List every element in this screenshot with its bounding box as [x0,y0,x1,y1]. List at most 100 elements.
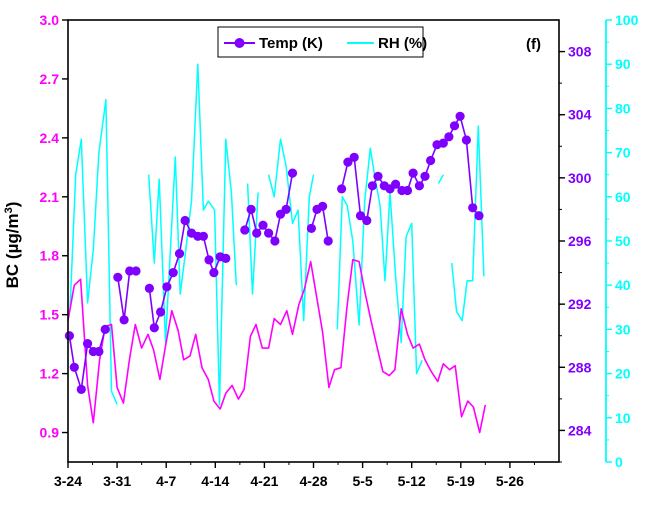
temp-point [349,152,359,162]
temp-point [287,168,298,178]
temp-point [455,111,465,121]
bc-axis-title-sup: 3 [3,207,15,213]
x-tick-label: 3-31 [103,473,131,489]
x-tick-label: 4-21 [250,473,278,489]
temp-point [468,203,478,213]
temp-point [426,155,436,166]
rh-tick-label: 40 [615,277,631,293]
temp-tick-label: 292 [568,296,592,312]
x-tick-label: 5-19 [447,473,475,489]
rh-tick-label: 60 [615,189,631,205]
temp-point [343,157,353,167]
plot-frame [67,19,560,463]
x-tick-label: 3-24 [54,473,82,489]
temp-point [281,204,291,214]
temp-tick-label: 284 [568,422,592,438]
plot-lines [64,63,487,434]
rh-tick-label: 20 [615,366,631,382]
temp-point [113,272,123,282]
rh-tick-label: 10 [615,410,631,426]
temp-point [69,362,79,372]
temp-point [83,339,93,349]
rh-tick-label: 80 [615,100,631,116]
legend: Temp (K) RH (%) [217,26,427,58]
temp-point [408,168,418,178]
temp-tick-label: 296 [568,233,592,249]
temp-point [144,283,154,293]
temp-tick-label: 308 [568,44,592,60]
temp-point [180,215,190,226]
temp-point [264,228,274,238]
temp-point [198,231,208,241]
bc-series-line [67,258,487,434]
bc-axis-title: BC (µg/m3) [3,202,22,289]
temp-point [414,181,424,191]
bc-tick-label: 2.4 [40,130,60,146]
temp-point [240,225,250,235]
temp-point [246,204,256,214]
rh-series-line [69,63,485,406]
bc-axis: 0.9 1.2 1.5 1.8 2.1 2.4 2.7 3.0 [40,12,68,441]
temp-point [204,255,214,265]
temp-point [168,268,178,278]
temp-point [131,266,141,276]
temp-point [362,215,372,226]
temp-point [221,253,231,263]
bc-tick-label: 1.2 [40,366,60,382]
temp-point [323,236,333,246]
temp-point [355,211,366,221]
bc-tick-label: 1.5 [40,307,60,323]
x-tick-label: 4-7 [156,473,176,489]
temp-tick-label: 288 [568,359,592,375]
temp-point [100,324,110,334]
temp-tick-label: 304 [568,107,592,123]
temp-tick-label: 300 [568,170,592,186]
temp-point [474,211,484,221]
bc-tick-label: 2.1 [40,189,60,205]
x-tick-label: 4-14 [201,473,229,489]
legend-rh-label: RH (%) [378,35,427,52]
rh-tick-label: 70 [615,145,631,161]
temp-point [420,171,430,181]
bc-axis-title-main: BC (µg/m [3,213,22,288]
temp-point [125,266,135,276]
temp-point [156,307,166,317]
x-tick-label: 5-12 [398,473,426,489]
temp-point [373,171,383,181]
temp-point [367,181,377,191]
x-tick-label: 5-5 [352,473,372,489]
bc-tick-label: 2.7 [40,71,60,87]
rh-tick-label: 30 [615,321,631,337]
panel-label: (f) [526,36,541,53]
rh-tick-label: 0 [615,454,623,470]
temp-point [94,346,104,357]
legend-temp-label: Temp (K) [259,35,323,52]
bc-axis-title-tail: ) [3,202,22,208]
temp-point [149,323,159,333]
temp-point [270,236,280,246]
temp-point [391,179,401,189]
legend-temp-swatch-marker [234,38,245,48]
rh-axis: 0 10 20 30 40 50 60 70 80 90 100 [605,12,639,470]
temp-axis: 284 288 292 296 300 304 308 [559,44,592,463]
temp-point [64,331,74,341]
temp-point [461,135,471,145]
temp-point [318,201,328,211]
rh-tick-label: 100 [615,12,639,28]
rh-tick-label: 90 [615,56,631,72]
temp-point [444,132,454,142]
temp-point [258,220,268,230]
bc-tick-label: 1.8 [40,248,60,264]
temp-point [252,228,262,238]
temp-point [402,185,413,196]
temp-point [76,384,86,394]
temp-point [209,268,219,278]
temp-point [174,249,185,259]
x-tick-label: 4-28 [299,473,327,489]
bc-tick-label: 3.0 [40,12,60,28]
bc-tick-label: 0.9 [40,425,60,441]
temp-point [449,121,460,131]
x-tick-label: 5-26 [496,473,524,489]
rh-tick-label: 50 [615,233,631,249]
